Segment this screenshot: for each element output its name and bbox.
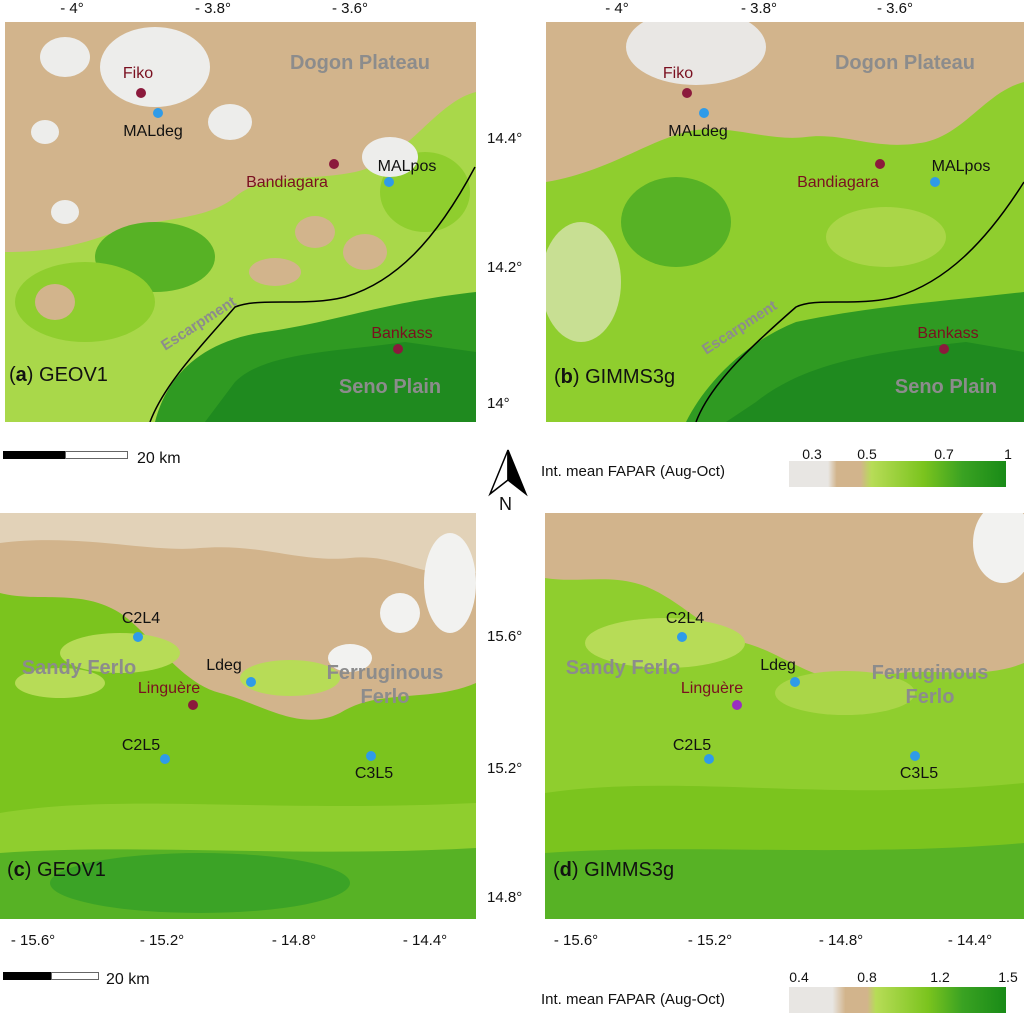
legend-colorbar-top [789,461,1006,487]
site-label-linguere-d: Linguère [680,680,744,697]
map-panel-a: Dogon Plateau Seno Plain Escarpment Fiko… [5,22,476,422]
lon-tick-bottom-right-3: - 14.8° [818,932,864,949]
region-label-sandy-ferlo-c: Sandy Ferlo [21,657,137,679]
lon-tick-top-left-1: - 4° [60,0,84,17]
map-panel-b: Dogon Plateau Seno Plain Escarpment Fiko… [546,22,1024,422]
legend-tick-top-4: 1 [1004,446,1012,462]
site-label-bankass-a: Bankass [371,325,433,342]
site-label-bandiagara-b: Bandiagara [797,174,879,191]
site-label-fiko-a: Fiko [122,65,154,82]
site-label-fiko-b: Fiko [662,65,694,82]
lat-tick-top-1: 14.4° [487,130,523,147]
site-label-linguere-c: Linguère [137,680,201,697]
region-label-ferruginous-ferlo-d: Ferruginous Ferlo [871,662,989,708]
lon-tick-top-left-2: - 3.8° [194,0,232,17]
panel-label-c: (c) GEOV1 [7,859,106,881]
fapar-map-b [546,22,1024,422]
fapar-map-a [5,22,476,422]
site-label-c3l5-c: C3L5 [354,765,394,782]
scale-bar-bottom [3,972,99,980]
legend-tick-bottom-4: 1.5 [998,969,1018,985]
panel-label-a: (a) GEOV1 [9,364,108,386]
legend-tick-top-3: 0.7 [934,446,954,462]
fapar-map-c [0,513,476,919]
lat-tick-bottom-2: 15.2° [487,760,523,777]
lon-tick-bottom-left-1: - 15.6° [10,932,56,949]
legend-tick-bottom-1: 0.4 [789,969,809,985]
region-label-dogon-plateau-a: Dogon Plateau [289,52,431,74]
lat-tick-top-3: 14° [487,395,510,412]
lat-tick-bottom-1: 15.6° [487,628,523,645]
north-label: N [499,494,512,514]
legend-colorbar-bottom [789,987,1006,1013]
site-label-c2l5-d: C2L5 [672,737,712,754]
site-label-bankass-b: Bankass [917,325,979,342]
site-label-ldeg-c: Ldeg [206,657,242,674]
site-label-maldeg-b: MALdeg [668,123,728,140]
lon-tick-bottom-left-2: - 15.2° [139,932,185,949]
site-label-ldeg-d: Ldeg [760,657,796,674]
site-label-c2l5-c: C2L5 [121,737,161,754]
lon-tick-bottom-left-3: - 14.8° [271,932,317,949]
scale-bar-top [3,451,128,459]
region-label-sandy-ferlo-d: Sandy Ferlo [565,657,681,679]
site-label-c2l4-d: C2L4 [665,610,705,627]
legend-tick-bottom-3: 1.2 [930,969,950,985]
region-label-seno-plain-a: Seno Plain [338,376,442,398]
site-label-c3l5-d: C3L5 [899,765,939,782]
site-label-maldeg-a: MALdeg [123,123,183,140]
site-label-malpos-b: MALpos [931,158,991,175]
panel-label-b: (b) GIMMS3g [554,366,676,388]
lon-tick-bottom-right-2: - 15.2° [687,932,733,949]
scale-label-top: 20 km [137,450,181,467]
lon-tick-top-right-3: - 3.6° [876,0,914,17]
lon-tick-bottom-right-1: - 15.6° [553,932,599,949]
fapar-map-d [545,513,1024,919]
legend-tick-bottom-2: 0.8 [857,969,877,985]
north-arrow-icon [488,449,528,497]
legend-title-bottom: Int. mean FAPAR (Aug-Oct) [541,991,725,1008]
lon-tick-top-right-2: - 3.8° [740,0,778,17]
lat-tick-bottom-3: 14.8° [487,889,523,906]
site-label-malpos-a: MALpos [377,158,437,175]
legend-tick-top-2: 0.5 [857,446,877,462]
lat-tick-top-2: 14.2° [487,259,523,276]
map-panel-c: Sandy Ferlo Ferruginous Ferlo C2L4 Ldeg … [0,513,476,919]
lon-tick-bottom-left-4: - 14.4° [402,932,448,949]
region-label-ferruginous-ferlo-c: Ferruginous Ferlo [326,662,444,708]
panel-label-d: (d) GIMMS3g [553,859,675,881]
scale-label-bottom: 20 km [106,971,150,988]
region-label-dogon-plateau-b: Dogon Plateau [834,52,976,74]
map-panel-d: Sandy Ferlo Ferruginous Ferlo C2L4 Ldeg … [545,513,1024,919]
site-label-bandiagara-a: Bandiagara [246,174,328,191]
site-label-c2l4-c: C2L4 [121,610,161,627]
legend-title-top: Int. mean FAPAR (Aug-Oct) [541,463,725,480]
lon-tick-bottom-right-4: - 14.4° [947,932,993,949]
region-label-seno-plain-b: Seno Plain [894,376,998,398]
lon-tick-top-right-1: - 4° [605,0,629,17]
legend-tick-top-1: 0.3 [802,446,822,462]
lon-tick-top-left-3: - 3.6° [331,0,369,17]
